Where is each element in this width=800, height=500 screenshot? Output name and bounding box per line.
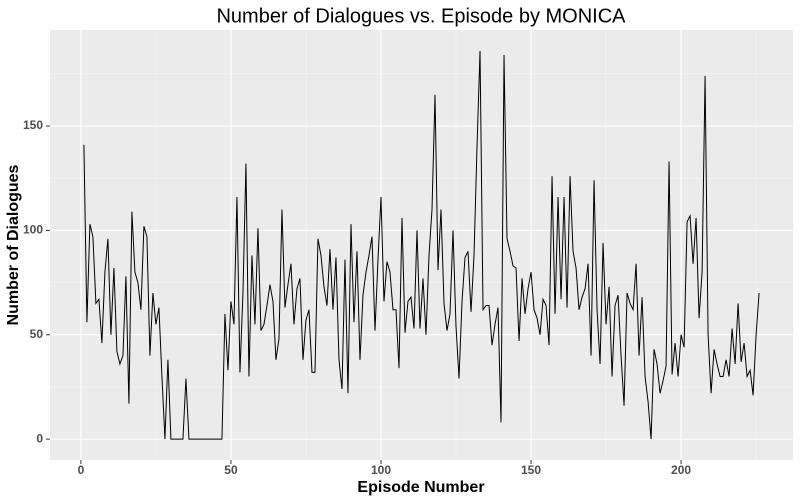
series-line: [83, 50, 760, 440]
x-tick-label: 50: [224, 463, 238, 477]
x-tick-label: 150: [521, 463, 541, 477]
y-axis-title: Number of Dialogues: [5, 164, 22, 325]
x-axis-title: Episode Number: [357, 479, 484, 496]
y-tick-label: 100: [23, 223, 43, 237]
plot-panel: [50, 30, 793, 460]
x-tick-label: 0: [78, 463, 85, 477]
y-tick-label: 0: [36, 431, 43, 445]
y-tick-label: 150: [23, 118, 43, 132]
x-tick-label: 200: [671, 463, 691, 477]
x-tick-label: 100: [371, 463, 391, 477]
y-tick-label: 50: [30, 327, 44, 341]
chart-title: Number of Dialogues vs. Episode by MONIC…: [216, 5, 626, 27]
